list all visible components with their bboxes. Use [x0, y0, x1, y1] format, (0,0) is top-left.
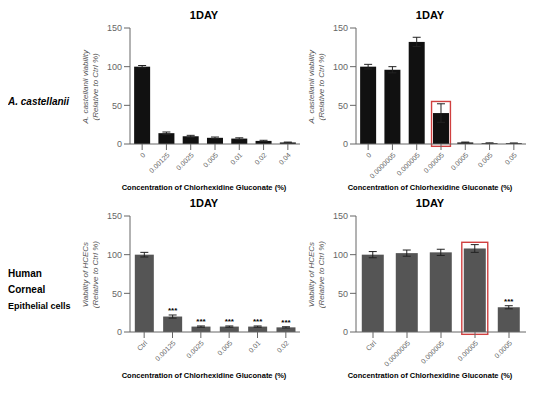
svg-text:0.0005: 0.0005	[493, 339, 513, 359]
svg-text:Ctrl: Ctrl	[136, 339, 149, 352]
svg-text:***: ***	[196, 317, 206, 326]
svg-text:0.005: 0.005	[202, 151, 219, 168]
svg-text:0.00005: 0.00005	[456, 339, 479, 362]
svg-text:0: 0	[139, 151, 147, 159]
svg-text:0.000005: 0.000005	[420, 339, 446, 365]
svg-text:0: 0	[117, 139, 122, 149]
svg-text:***: ***	[281, 318, 291, 327]
html-text:1DAY: 1DAY	[415, 9, 445, 21]
html-text:Epithelial cells: Epithelial cells	[8, 301, 71, 311]
svg-text:100: 100	[107, 250, 122, 260]
html-text:Viability of HCECs (Relative t: Viability of HCECs (Relative to Ctrl %)	[307, 242, 326, 309]
html-text:Viability of HCECs (Relative t: Viability of HCECs (Relative to Ctrl %)	[81, 242, 100, 309]
html-text:Human: Human	[8, 268, 42, 279]
svg-text:0: 0	[343, 139, 348, 149]
svg-text:0.05: 0.05	[503, 151, 518, 166]
html-text:1DAY: 1DAY	[189, 9, 219, 21]
svg-text:***: ***	[168, 306, 178, 315]
svg-text:50: 50	[338, 289, 348, 299]
html-text:Concentration of Chlorhexidine: Concentration of Chlorhexidine Gluconate…	[347, 371, 513, 380]
svg-text:***: ***	[253, 317, 263, 326]
html-text:Concentration of Chlorhexidine: Concentration of Chlorhexidine Gluconate…	[121, 183, 287, 192]
svg-text:0.02: 0.02	[275, 339, 290, 354]
svg-text:150: 150	[107, 211, 122, 221]
svg-text:0.04: 0.04	[277, 151, 292, 166]
svg-text:100: 100	[333, 62, 348, 72]
svg-text:Ctrl: Ctrl	[365, 339, 378, 352]
html-text:A. castellanii: A. castellanii	[8, 96, 70, 107]
html-text:1DAY: 1DAY	[415, 197, 445, 209]
svg-text:0: 0	[343, 327, 348, 337]
svg-text:0.01: 0.01	[229, 151, 244, 166]
svg-text:0.0025: 0.0025	[175, 151, 195, 171]
svg-text:0.000005: 0.000005	[395, 151, 421, 177]
svg-text:100: 100	[107, 62, 122, 72]
svg-text:0.0000005: 0.0000005	[368, 151, 396, 179]
svg-text:150: 150	[333, 23, 348, 33]
svg-text:0.0025: 0.0025	[185, 339, 205, 359]
svg-text:0: 0	[365, 151, 373, 159]
svg-text:0: 0	[117, 327, 122, 337]
svg-text:***: ***	[504, 297, 514, 306]
svg-text:0.00125: 0.00125	[148, 151, 171, 174]
svg-text:150: 150	[107, 23, 122, 33]
svg-text:0.0000005: 0.0000005	[383, 339, 411, 367]
svg-text:***: ***	[225, 317, 235, 326]
svg-text:0.0005: 0.0005	[449, 151, 469, 171]
svg-text:50: 50	[112, 289, 122, 299]
html-text:A. castellanii viability (Rela: A. castellanii viability (Relative to Ct…	[81, 50, 100, 124]
html-text:1DAY: 1DAY	[189, 197, 219, 209]
svg-text:0.01: 0.01	[247, 339, 262, 354]
svg-text:100: 100	[333, 250, 348, 260]
svg-text:0.00005: 0.00005	[422, 151, 445, 174]
html-text:Concentration of Chlorhexidine: Concentration of Chlorhexidine Gluconate…	[121, 371, 287, 380]
svg-text:0.005: 0.005	[216, 339, 233, 356]
svg-text:50: 50	[338, 101, 348, 111]
svg-text:0.02: 0.02	[253, 151, 268, 166]
html-text:Corneal: Corneal	[8, 284, 46, 295]
svg-text:0.005: 0.005	[476, 151, 493, 168]
html-text:A. castellanii viability (Rela: A. castellanii viability (Relative to Ct…	[307, 50, 326, 124]
svg-text:0.00125: 0.00125	[154, 339, 177, 362]
svg-text:150: 150	[333, 211, 348, 221]
html-text:Concentration of Chlorhexidine: Concentration of Chlorhexidine Gluconate…	[347, 183, 513, 192]
svg-text:50: 50	[112, 101, 122, 111]
